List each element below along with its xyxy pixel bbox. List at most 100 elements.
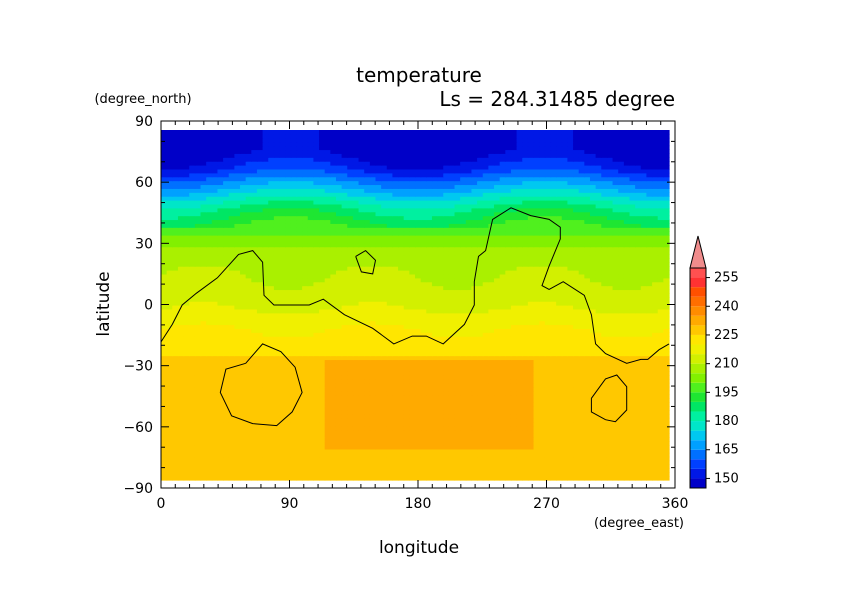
field-cell <box>177 410 185 415</box>
field-cell <box>398 421 405 427</box>
field-cell <box>477 273 484 279</box>
field-cell <box>595 316 602 322</box>
field-cell <box>206 285 213 291</box>
field-cell <box>352 363 360 368</box>
field-cell <box>319 285 326 291</box>
field-cell <box>177 332 185 337</box>
field-cell <box>505 320 512 326</box>
field-cell <box>324 441 331 446</box>
field-cell <box>223 312 230 318</box>
field-cell <box>403 452 410 458</box>
field-cell <box>601 277 608 283</box>
field-cell <box>302 406 309 411</box>
field-cell <box>290 262 298 267</box>
field-cell <box>471 347 478 353</box>
field-cell <box>364 441 371 446</box>
field-cell <box>618 297 625 302</box>
field-cell <box>194 343 202 349</box>
field-cell <box>533 336 540 341</box>
field-cell <box>663 285 670 291</box>
field-cell <box>612 328 619 333</box>
field-cell <box>482 417 489 423</box>
field-cell <box>510 367 518 372</box>
field-cell <box>161 425 168 431</box>
field-cell <box>561 382 568 388</box>
field-cell <box>544 281 552 287</box>
field-cell <box>578 410 585 415</box>
field-cell <box>437 363 444 368</box>
field-cell <box>618 390 625 396</box>
field-cell <box>567 425 574 431</box>
field-cell <box>279 437 286 442</box>
field-cell <box>471 456 478 462</box>
field-cell <box>533 448 540 454</box>
field-cell <box>415 273 422 279</box>
field-cell <box>279 305 286 310</box>
field-cell <box>392 351 399 357</box>
field-cell <box>618 476 625 481</box>
field-cell <box>482 351 489 357</box>
field-cell <box>392 281 399 287</box>
field-cell <box>595 270 602 275</box>
field-cell <box>409 270 416 275</box>
field-cell <box>527 441 535 446</box>
field-cell <box>516 324 523 329</box>
field-cell <box>426 417 433 423</box>
field-cell <box>516 347 523 353</box>
field-cell <box>584 270 591 275</box>
field-cell <box>341 456 348 462</box>
field-cell <box>448 351 456 357</box>
field-cell <box>324 281 331 287</box>
field-cell <box>646 336 653 341</box>
field-cell <box>561 421 568 427</box>
field-cell <box>341 452 348 458</box>
field-cell <box>431 305 439 310</box>
field-cell <box>578 355 585 361</box>
field-cell <box>296 398 303 403</box>
field-cell <box>454 301 461 306</box>
field-cell <box>505 445 512 450</box>
field-cell <box>601 402 608 407</box>
field-cell <box>578 270 585 275</box>
field-cell <box>471 441 478 446</box>
field-cell <box>618 367 625 372</box>
field-cell <box>364 452 371 458</box>
field-cell <box>335 441 343 446</box>
field-cell <box>296 402 303 407</box>
field-cell <box>635 340 642 345</box>
field-cell <box>273 417 281 423</box>
field-cell <box>256 359 264 364</box>
field-cell <box>550 452 557 458</box>
field-cell <box>324 266 331 271</box>
field-cell <box>657 390 664 396</box>
field-cell <box>307 476 314 481</box>
field-cell <box>341 347 348 353</box>
field-cell <box>443 301 450 306</box>
field-cell <box>437 351 444 357</box>
field-cell <box>381 367 388 372</box>
field-cell <box>595 402 602 407</box>
field-cell <box>161 324 168 329</box>
field-cell <box>189 293 196 298</box>
field-cell <box>217 293 224 298</box>
field-cell <box>347 417 354 423</box>
field-cell <box>477 359 484 364</box>
field-cell <box>477 297 484 302</box>
field-cell <box>629 328 636 333</box>
field-cell <box>595 410 602 415</box>
field-cell <box>437 378 444 384</box>
field-cell <box>403 445 410 450</box>
field-cell <box>290 332 298 337</box>
field-cell <box>189 367 196 372</box>
field-cell <box>403 305 410 310</box>
field-cell <box>302 472 309 477</box>
field-cell <box>177 390 185 396</box>
field-cell <box>618 273 625 279</box>
field-cell <box>578 308 585 314</box>
field-cell <box>335 445 343 450</box>
field-cell <box>228 367 235 372</box>
field-cell <box>431 402 439 407</box>
field-cell <box>347 382 354 388</box>
field-cell <box>431 297 439 302</box>
field-cell <box>319 394 326 399</box>
